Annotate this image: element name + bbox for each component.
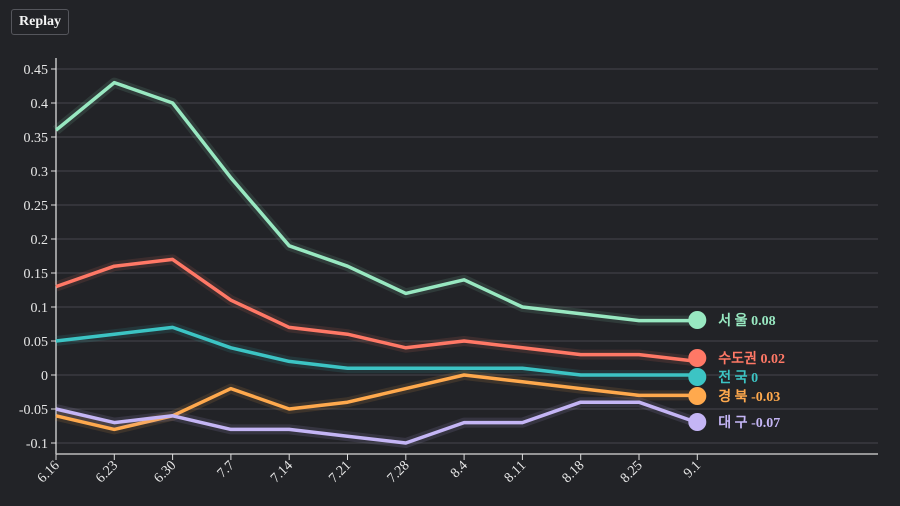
series-end-label: 경 북 -0.03: [718, 388, 780, 405]
x-tick-label: 8.25: [618, 458, 646, 486]
series-end-value: -0.07: [751, 416, 780, 431]
series-end-dot: [688, 311, 707, 329]
series-end-value: 0: [751, 371, 758, 386]
series-end-value: -0.03: [751, 390, 780, 405]
y-tick-label: 0: [41, 369, 48, 384]
series-name: 수도권: [718, 351, 757, 367]
series-end-label: 전 국 0: [718, 369, 758, 386]
series-end-label: 수도권 0.02: [718, 351, 785, 367]
series-glow-0: [52, 77, 698, 326]
series-line-4: [55, 400, 698, 445]
series-end-value: 0.08: [751, 314, 776, 329]
x-tick-label: 8.4: [448, 458, 471, 481]
x-tick-label: 6.16: [35, 458, 63, 486]
series-line-1: [55, 257, 698, 364]
y-tick-label: -0.05: [19, 403, 48, 418]
x-tick-label: 8.18: [560, 458, 588, 486]
y-tick-label: 0.15: [24, 267, 49, 282]
y-tick-label: -0.1: [26, 437, 48, 452]
x-tick-label: 7.14: [268, 458, 296, 486]
series-end-value: 0.02: [760, 352, 785, 367]
y-tick-label: 0.4: [31, 97, 49, 112]
series-name: 서 울: [718, 312, 747, 329]
series-name: 전 국: [718, 369, 747, 386]
x-tick-label: 6.30: [151, 458, 179, 486]
series-end-label: 서 울 0.08: [718, 312, 775, 329]
x-tick-label: 9.1: [681, 458, 704, 481]
series-end-dot: [688, 349, 707, 367]
series-line-2: [55, 325, 698, 377]
y-tick-label: 0.45: [24, 63, 49, 78]
series-end-dot: [688, 413, 707, 431]
y-tick-label: 0.05: [24, 335, 49, 350]
y-tick-label: 0.2: [31, 233, 49, 248]
series-name: 경 북: [718, 388, 747, 405]
y-tick-label: 0.35: [24, 131, 49, 146]
x-tick-label: 7.7: [215, 458, 238, 481]
y-tick-label: 0.1: [31, 301, 49, 316]
y-tick-label: 0.25: [24, 199, 49, 214]
x-tick-label: 7.21: [326, 458, 354, 486]
replay-button[interactable]: Replay: [11, 9, 69, 35]
series-end-label: 대 구 -0.07: [718, 415, 780, 431]
x-tick-label: 8.11: [502, 458, 530, 486]
series-end-dot: [688, 368, 707, 386]
y-tick-label: 0.3: [31, 165, 49, 180]
series-end-dot: [688, 387, 707, 405]
x-tick-label: 7.28: [385, 458, 413, 486]
series-name: 대 구: [718, 415, 747, 431]
x-tick-label: 6.23: [93, 458, 121, 486]
series-line-0: [54, 80, 698, 323]
